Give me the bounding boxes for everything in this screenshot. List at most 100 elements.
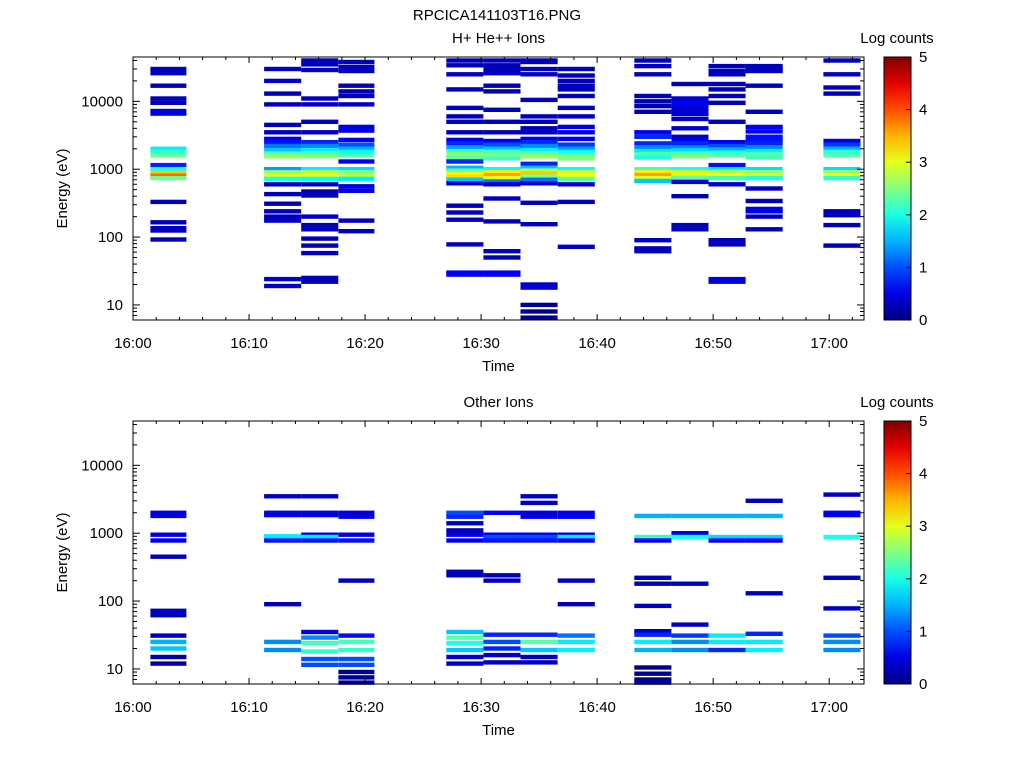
heatmap-cell: [338, 532, 375, 537]
heatmap-cell: [708, 175, 746, 181]
time-column: [520, 494, 558, 665]
heatmap-cell: [671, 151, 709, 156]
heatmap-cell: [483, 71, 521, 76]
x-tick-label: 16:50: [694, 699, 732, 716]
heatmap-cell: [520, 143, 558, 149]
heatmap-cell: [338, 59, 375, 65]
heatmap-cell: [264, 201, 302, 206]
heatmap-cell: [745, 214, 783, 219]
heatmap-cell: [823, 72, 861, 77]
heatmap-cell: [634, 249, 672, 254]
heatmap-cell: [150, 153, 187, 158]
heatmap-cell: [150, 83, 187, 88]
heatmap-cell: [446, 159, 484, 164]
heatmap-cell: [483, 142, 521, 147]
x-tick-label: 16:30: [462, 335, 500, 352]
heatmap-cell: [520, 309, 558, 314]
colorbar: 0 1 2 3 4 5 Log counts: [860, 30, 933, 329]
heatmap-cell: [446, 58, 484, 63]
heatmap-cell: [264, 102, 302, 107]
heatmap-cell: [483, 182, 521, 187]
heatmap-cell: [634, 130, 672, 135]
heatmap-cell: [708, 513, 746, 519]
heatmap-cell: [150, 96, 187, 101]
heatmap-cell: [745, 83, 783, 88]
heatmap-cell: [557, 532, 595, 537]
heatmap-cell: [557, 199, 595, 205]
heatmap-cell: [338, 83, 375, 88]
heatmap-cell: [520, 302, 558, 308]
heatmap-cell: [671, 134, 709, 139]
heatmap-cell: [301, 227, 339, 232]
heatmap-cell: [671, 179, 709, 185]
heatmap-cell: [338, 218, 375, 223]
heatmap-cell: [338, 510, 375, 515]
heatmap-cell: [557, 170, 595, 175]
heatmap-cell: [446, 105, 484, 111]
heatmap-cell: [823, 209, 861, 214]
heatmap-cell: [823, 138, 861, 144]
heatmap-cell: [446, 137, 484, 143]
heatmap-cell: [264, 218, 302, 223]
heatmap-cell: [520, 66, 558, 72]
heatmap-cell: [301, 222, 339, 228]
heatmap-cell: [520, 154, 558, 159]
heatmap-cell: [338, 142, 375, 147]
time-column: [483, 58, 521, 277]
heatmap-cell: [823, 58, 861, 63]
heatmap-cell: [708, 534, 746, 540]
colorbar-tick-label: 5: [919, 413, 927, 430]
heatmap-cell: [671, 148, 709, 153]
heatmap-cell: [634, 58, 672, 63]
heatmap-cell: [338, 153, 375, 158]
heatmap-cell: [634, 93, 672, 99]
heatmap-cell: [557, 149, 595, 155]
heatmap-cell: [823, 510, 861, 515]
heatmap-cell: [745, 172, 783, 178]
heatmap-cell: [520, 494, 558, 499]
heatmap-cell: [301, 214, 339, 219]
heatmap-cell: [671, 126, 709, 131]
heatmap-cell: [745, 538, 783, 543]
heatmap-cell: [150, 554, 187, 559]
heatmap-cell: [557, 142, 595, 147]
heatmap-cell: [708, 276, 746, 282]
heatmap-cell: [150, 111, 187, 116]
heatmap-cell: [745, 137, 783, 143]
heatmap-cell: [446, 119, 484, 124]
heatmap-cell: [823, 606, 861, 611]
time-column: [301, 494, 339, 667]
heatmap-cell: [557, 153, 595, 158]
heatmap-cell: [338, 102, 375, 107]
heatmap-cell: [483, 172, 521, 178]
heatmap-cell: [446, 654, 484, 660]
heatmap-cell: [264, 151, 302, 156]
heatmap-cell: [708, 147, 746, 152]
heatmap-cell: [671, 154, 709, 159]
heatmap-cell: [520, 114, 558, 119]
time-column: [823, 492, 861, 653]
heatmap-cell: [264, 130, 302, 135]
heatmap-cell: [708, 279, 746, 284]
heatmap-cell: [264, 214, 302, 219]
heatmap-cell: [520, 315, 558, 320]
heatmap-cell: [483, 255, 521, 260]
panel-title: H+ He++ Ions: [452, 30, 545, 47]
heatmap-cell: [708, 68, 746, 74]
heatmap-cell: [483, 63, 521, 68]
heatmap-cell: [634, 575, 672, 580]
heatmap-cell: [338, 173, 375, 178]
heatmap-cell: [708, 81, 746, 87]
heatmap-cell: [520, 181, 558, 186]
heatmap-cell: [745, 129, 783, 134]
heatmap-cell: [745, 68, 783, 74]
colorbar-tick-label: 1: [919, 259, 927, 276]
time-column: [671, 81, 709, 232]
heatmap-cell: [483, 578, 521, 583]
heatmap-cell: [634, 63, 672, 69]
colorbar-tick-label: 2: [919, 571, 927, 588]
heatmap-cell: [745, 227, 783, 232]
heatmap-cell: [557, 105, 595, 111]
x-tick-label: 16:40: [578, 335, 616, 352]
heatmap-cell: [708, 172, 746, 178]
